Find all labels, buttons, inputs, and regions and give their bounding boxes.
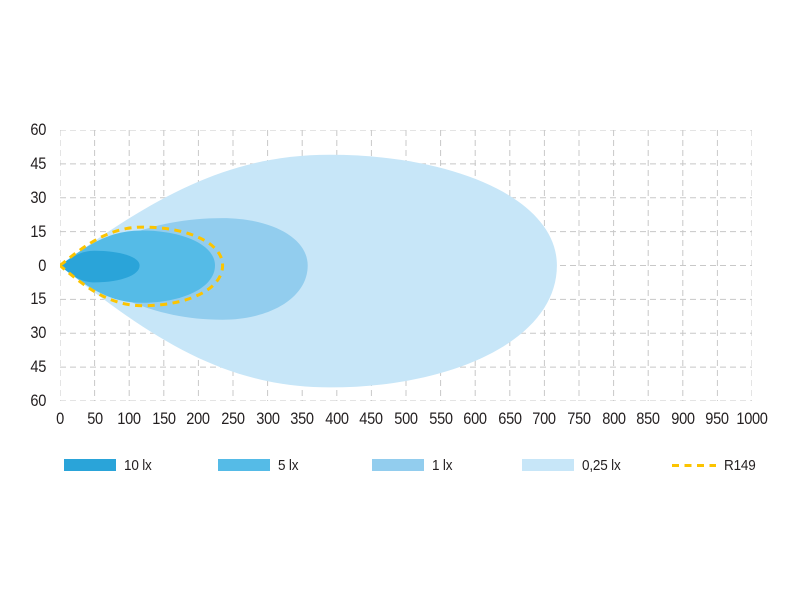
legend-item-0-25-lx: 0,25 lx: [522, 456, 625, 474]
y-tick-label: 60: [30, 120, 46, 139]
plot-area: [60, 130, 752, 401]
x-tick-label: 900: [671, 409, 695, 428]
x-tick-label: 750: [567, 409, 591, 428]
legend-color-swatch: [64, 459, 116, 471]
r149-reference-outline: [60, 225, 225, 308]
legend-label: 1 lx: [432, 456, 453, 474]
x-tick-label: 550: [428, 409, 453, 428]
legend-color-swatch: [372, 459, 424, 471]
x-tick-label: 250: [221, 409, 245, 428]
y-tick-label: 45: [30, 357, 46, 377]
legend-label: 10 lx: [124, 456, 152, 474]
x-tick-label: 950: [705, 409, 730, 428]
x-tick-label: 350: [290, 409, 314, 428]
legend-item-10-lx: 10 lx: [64, 456, 155, 474]
x-tick-label: 1000: [736, 409, 768, 428]
beam-area-0-25-lx: [60, 154, 557, 388]
x-tick-label: 0: [56, 409, 64, 428]
y-tick-label: 0: [38, 255, 46, 275]
x-tick-label: 800: [601, 409, 626, 428]
y-tick-label: 30: [30, 187, 46, 207]
legend-label: R149: [724, 456, 756, 474]
x-tick-label: 400: [325, 409, 349, 428]
y-tick-label: 45: [30, 153, 46, 173]
legend-color-swatch: [522, 459, 574, 471]
beam-area-10-lx: [60, 250, 140, 283]
x-tick-label: 200: [186, 409, 211, 428]
legend-item-R149: R149: [672, 456, 759, 474]
y-tick-label: 30: [30, 323, 46, 343]
x-tick-label: 500: [394, 409, 418, 428]
legend-item-1-lx: 1 lx: [372, 456, 455, 474]
x-tick-label: 150: [152, 409, 176, 428]
x-tick-label: 700: [532, 409, 557, 428]
legend-item-5-lx: 5 lx: [218, 456, 301, 474]
legend-dash-line: [672, 463, 716, 467]
x-tick-label: 300: [255, 409, 280, 428]
legend-color-swatch: [218, 459, 270, 471]
y-tick-label: 15: [30, 289, 46, 309]
legend-label: 0,25 lx: [582, 456, 621, 474]
x-tick-label: 650: [498, 409, 522, 428]
legend-label: 5 lx: [278, 456, 299, 474]
beam-pattern-svg: [60, 130, 752, 401]
x-tick-label: 600: [463, 409, 487, 428]
y-tick-label: 15: [30, 221, 46, 241]
x-tick-label: 50: [86, 409, 103, 428]
x-tick-label: 450: [359, 409, 384, 428]
y-tick-label: 60: [30, 391, 46, 410]
x-tick-label: 850: [636, 409, 660, 428]
x-tick-label: 100: [117, 409, 141, 428]
